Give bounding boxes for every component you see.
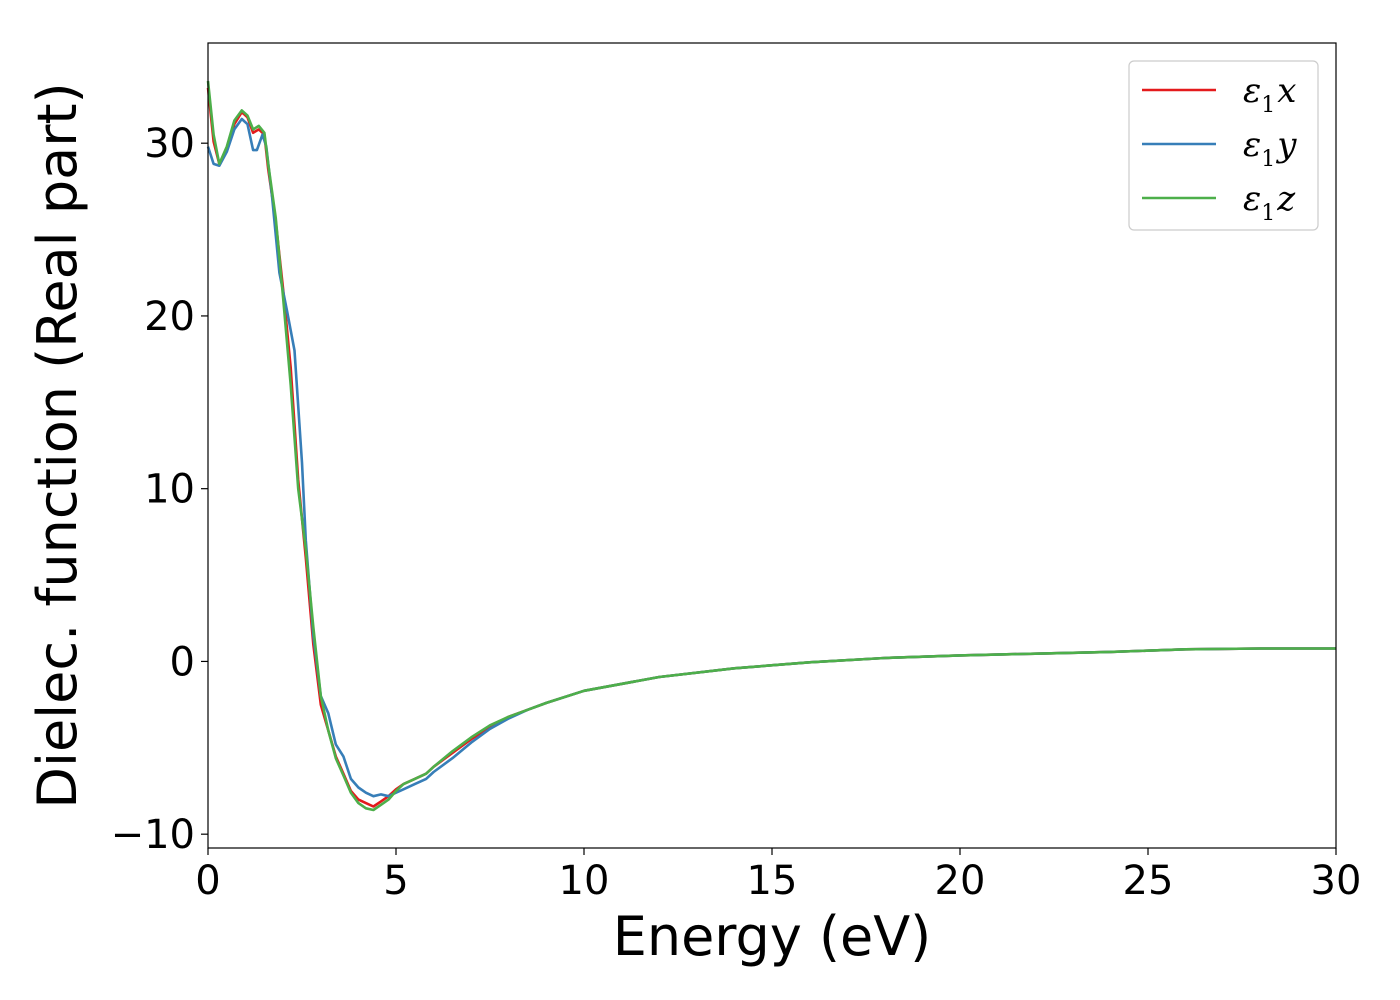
x-tick-label: 30 bbox=[1311, 858, 1362, 904]
legend-subscript: 1 bbox=[1261, 201, 1275, 226]
y-axis-title: Dielec. function (Real part) bbox=[26, 82, 89, 808]
y-tick-label: 30 bbox=[144, 121, 195, 167]
x-tick-label: 0 bbox=[195, 858, 220, 904]
legend-variable: y bbox=[1275, 125, 1297, 165]
legend-symbol: ε bbox=[1243, 179, 1261, 219]
x-axis-ticks: 0 5 10 15 20 25 30 bbox=[195, 848, 1361, 904]
y-tick-label: −10 bbox=[111, 812, 195, 858]
legend-box bbox=[1128, 60, 1319, 231]
plot-area-frame bbox=[207, 42, 1337, 849]
x-tick-label: 5 bbox=[383, 858, 408, 904]
legend-variable: x bbox=[1277, 71, 1296, 111]
x-axis-title: Energy (eV) bbox=[613, 905, 932, 968]
legend-subscript: 1 bbox=[1261, 93, 1275, 118]
x-tick-label: 25 bbox=[1123, 858, 1174, 904]
y-axis-ticks: −10 0 10 20 30 bbox=[111, 121, 208, 858]
x-tick-label: 20 bbox=[935, 858, 986, 904]
legend-symbol: ε bbox=[1243, 71, 1261, 111]
y-tick-label: 0 bbox=[170, 639, 195, 685]
legend-label: ε1z bbox=[1243, 179, 1296, 226]
legend-symbol: ε bbox=[1243, 125, 1261, 165]
legend-label: ε1x bbox=[1243, 71, 1296, 118]
y-tick-label: 10 bbox=[144, 467, 195, 513]
x-tick-label: 15 bbox=[747, 858, 798, 904]
legend-variable: z bbox=[1276, 179, 1296, 219]
series-layer bbox=[206, 80, 1336, 812]
series-line-z bbox=[206, 80, 1336, 812]
legend-label: ε1y bbox=[1243, 125, 1297, 172]
y-tick-label: 20 bbox=[144, 294, 195, 340]
x-tick-label: 10 bbox=[559, 858, 610, 904]
legend-subscript: 1 bbox=[1261, 147, 1275, 172]
